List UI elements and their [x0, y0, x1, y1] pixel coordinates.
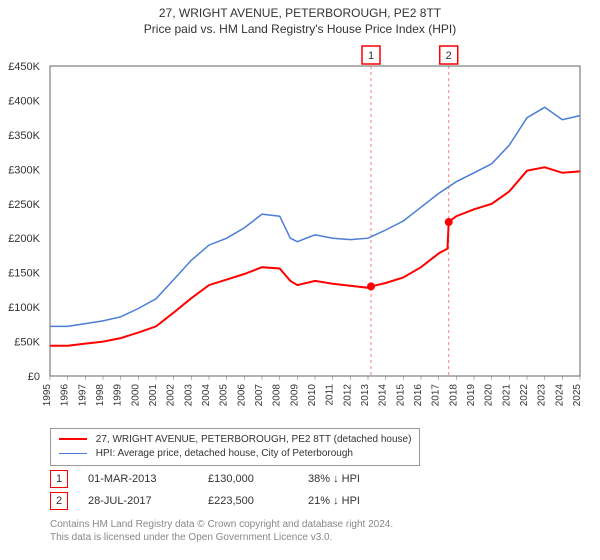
svg-text:2016: 2016 [413, 384, 424, 407]
legend-item: 27, WRIGHT AVENUE, PETERBOROUGH, PE2 8TT… [59, 433, 411, 447]
sale-diff: 21% ↓ HPI [308, 495, 408, 507]
svg-text:2018: 2018 [448, 384, 459, 407]
svg-text:£0: £0 [28, 371, 40, 383]
svg-text:2025: 2025 [572, 384, 583, 407]
page: 27, WRIGHT AVENUE, PETERBOROUGH, PE2 8TT… [0, 0, 600, 560]
svg-text:2013: 2013 [360, 384, 371, 407]
svg-text:2021: 2021 [501, 384, 512, 407]
table-row: 2 28-JUL-2017 £223,500 21% ↓ HPI [50, 490, 408, 512]
sale-index-box: 2 [50, 492, 68, 510]
legend: 27, WRIGHT AVENUE, PETERBOROUGH, PE2 8TT… [50, 428, 420, 466]
sale-date: 01-MAR-2013 [88, 473, 208, 485]
svg-text:1: 1 [368, 50, 374, 62]
svg-text:1996: 1996 [60, 384, 71, 407]
svg-text:2017: 2017 [431, 384, 442, 407]
footnote-line: This data is licensed under the Open Gov… [50, 531, 393, 544]
chart-svg: £0£50K£100K£150K£200K£250K£300K£350K£400… [50, 46, 580, 416]
svg-text:2003: 2003 [183, 384, 194, 407]
svg-text:2014: 2014 [378, 384, 389, 407]
sale-price: £223,500 [208, 495, 308, 507]
svg-text:£250K: £250K [8, 199, 40, 211]
legend-label: 27, WRIGHT AVENUE, PETERBOROUGH, PE2 8TT… [96, 434, 412, 445]
svg-text:2007: 2007 [254, 384, 265, 407]
legend-item: HPI: Average price, detached house, City… [59, 447, 411, 461]
svg-text:2004: 2004 [201, 384, 212, 407]
svg-text:2010: 2010 [307, 384, 318, 407]
svg-text:2024: 2024 [554, 384, 565, 407]
svg-text:1999: 1999 [113, 384, 124, 407]
svg-text:2012: 2012 [342, 384, 353, 407]
svg-text:2022: 2022 [519, 384, 530, 407]
svg-text:£300K: £300K [8, 164, 40, 176]
svg-text:2015: 2015 [395, 384, 406, 407]
svg-text:£450K: £450K [8, 61, 40, 73]
svg-text:£150K: £150K [8, 268, 40, 280]
svg-text:2008: 2008 [272, 384, 283, 407]
svg-text:1998: 1998 [95, 384, 106, 407]
svg-text:2023: 2023 [537, 384, 548, 407]
svg-text:£50K: £50K [14, 337, 40, 349]
svg-text:2002: 2002 [166, 384, 177, 407]
svg-text:2006: 2006 [236, 384, 247, 407]
svg-text:2000: 2000 [130, 384, 141, 407]
sales-table: 1 01-MAR-2013 £130,000 38% ↓ HPI 2 28-JU… [50, 468, 408, 512]
chart: £0£50K£100K£150K£200K£250K£300K£350K£400… [50, 46, 580, 416]
svg-text:2020: 2020 [484, 384, 495, 407]
svg-text:£400K: £400K [8, 95, 40, 107]
svg-text:2005: 2005 [219, 384, 230, 407]
sale-price: £130,000 [208, 473, 308, 485]
svg-text:1997: 1997 [77, 384, 88, 407]
svg-text:1995: 1995 [42, 384, 53, 407]
sale-date: 28-JUL-2017 [88, 495, 208, 507]
sale-index-box: 1 [50, 470, 68, 488]
legend-swatch-property [59, 438, 87, 440]
svg-text:£200K: £200K [8, 233, 40, 245]
legend-label: HPI: Average price, detached house, City… [96, 448, 353, 459]
svg-text:2001: 2001 [148, 384, 159, 407]
svg-text:£100K: £100K [8, 302, 40, 314]
legend-swatch-hpi [59, 453, 87, 454]
svg-text:£350K: £350K [8, 130, 40, 142]
footnote-line: Contains HM Land Registry data © Crown c… [50, 518, 393, 531]
page-subtitle: Price paid vs. HM Land Registry's House … [0, 22, 600, 36]
sale-diff: 38% ↓ HPI [308, 473, 408, 485]
footnote: Contains HM Land Registry data © Crown c… [50, 518, 393, 544]
page-title: 27, WRIGHT AVENUE, PETERBOROUGH, PE2 8TT [0, 6, 600, 20]
svg-text:2: 2 [446, 50, 452, 62]
title-block: 27, WRIGHT AVENUE, PETERBOROUGH, PE2 8TT… [0, 0, 600, 36]
svg-text:2019: 2019 [466, 384, 477, 407]
svg-text:2009: 2009 [289, 384, 300, 407]
table-row: 1 01-MAR-2013 £130,000 38% ↓ HPI [50, 468, 408, 490]
svg-text:2011: 2011 [325, 384, 336, 406]
